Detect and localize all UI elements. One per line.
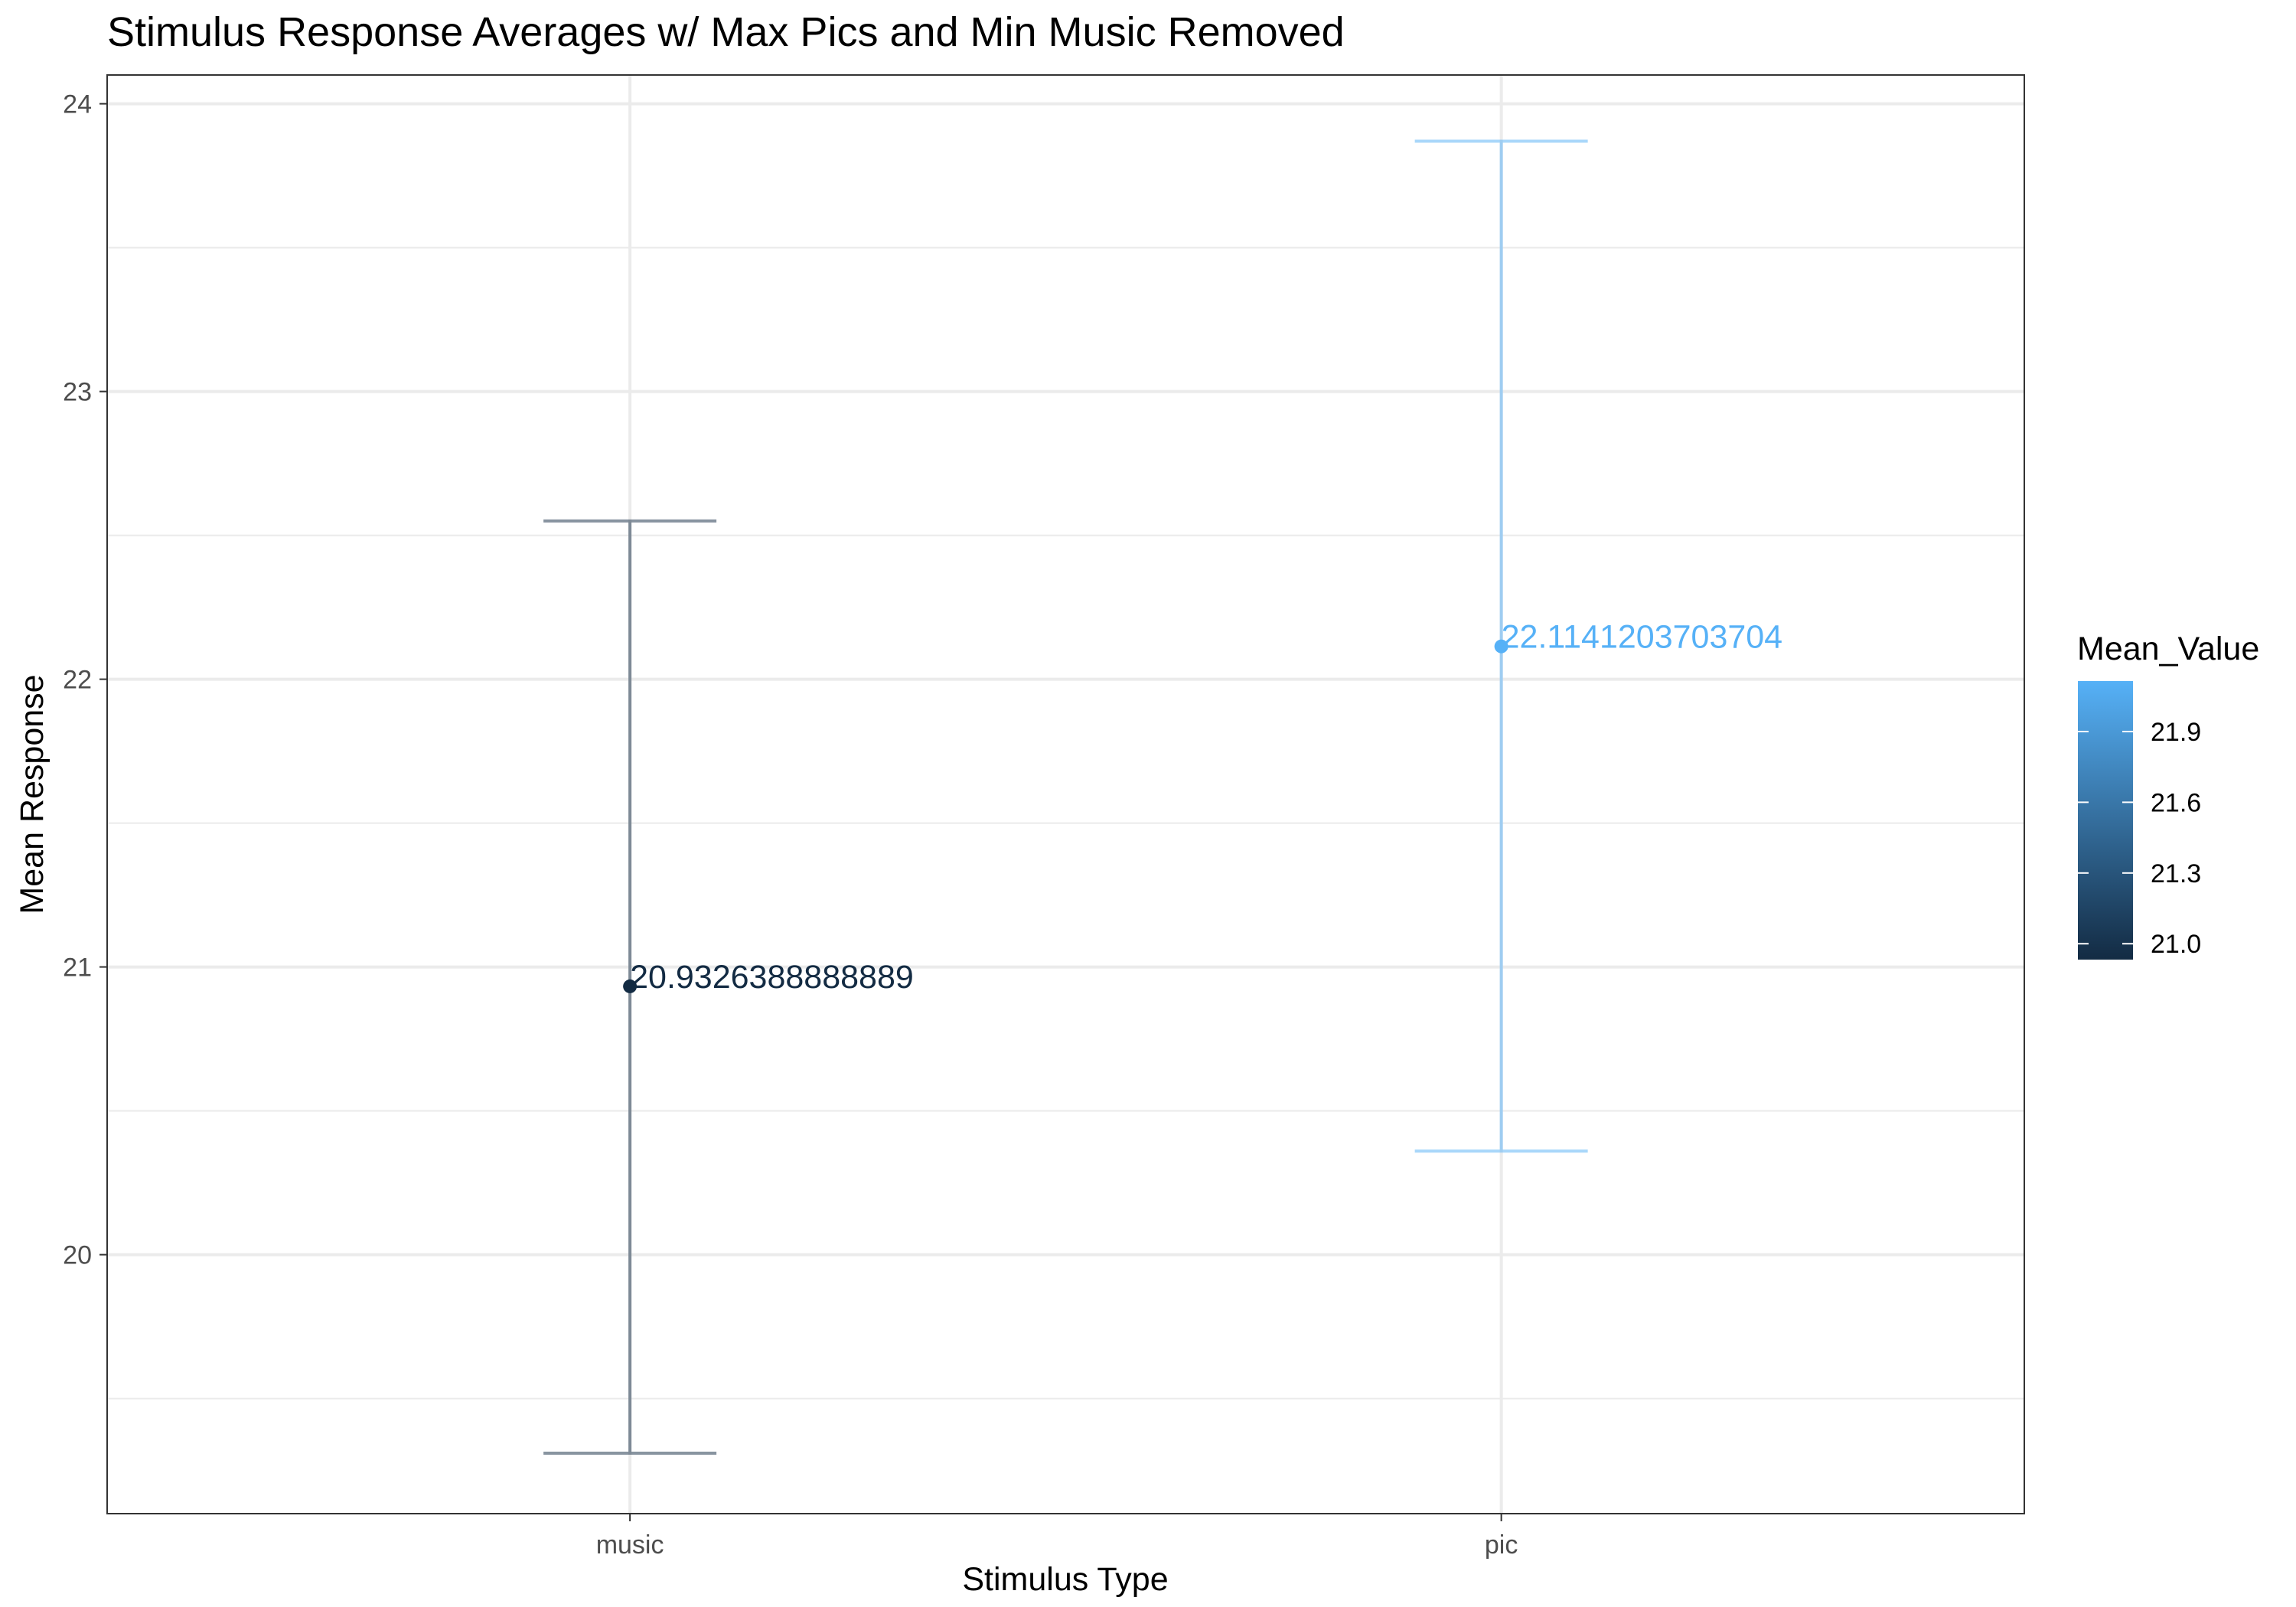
legend-title: Mean_Value xyxy=(2077,631,2259,667)
legend-tick-label: 21.3 xyxy=(2151,859,2201,888)
y-axis-title: Mean Response xyxy=(14,674,51,914)
mean-label-music: 20.9326388888889 xyxy=(630,959,914,996)
chart-title: Stimulus Response Averages w/ Max Pics a… xyxy=(107,9,1345,55)
y-tick-label: 23 xyxy=(63,378,92,407)
data-points xyxy=(623,639,1508,993)
legend-tick-label: 21.9 xyxy=(2151,718,2201,747)
y-tick-label: 22 xyxy=(63,666,92,695)
legend-tick-label: 21.0 xyxy=(2151,930,2201,959)
x-axis-title: Stimulus Type xyxy=(962,1561,1168,1598)
y-tick-label: 20 xyxy=(63,1241,92,1270)
x-tick-label: music xyxy=(596,1530,664,1560)
mean-point-music xyxy=(623,979,638,993)
legend-tick-label: 21.6 xyxy=(2151,788,2201,817)
x-tick-label: pic xyxy=(1485,1530,1518,1560)
legend-ticks: 21.0 21.3 21.6 21.9 xyxy=(2078,718,2201,959)
y-axis: 20 21 22 23 24 xyxy=(63,90,107,1270)
plot-panel-border xyxy=(106,74,2025,1514)
legend: Mean_Value 21.0 21.3 21.6 21.9 xyxy=(2077,631,2259,960)
mean-label-pic: 22.1141203703704 xyxy=(1502,619,1782,656)
x-axis: music pic xyxy=(596,1514,1518,1560)
y-tick-label: 21 xyxy=(63,953,92,983)
mean-point-pic xyxy=(1494,639,1508,654)
legend-colorbar xyxy=(2078,681,2133,960)
y-tick-label: 24 xyxy=(63,90,92,119)
data-labels: 20.9326388888889 22.1141203703704 xyxy=(630,619,1782,996)
